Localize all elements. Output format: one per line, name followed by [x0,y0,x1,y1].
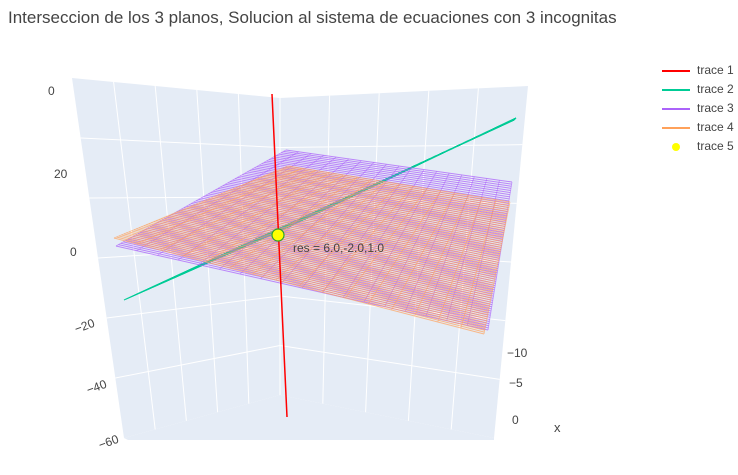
mesh-line [136,167,303,245]
legend-label: trace 4 [697,120,734,134]
grid-line [89,196,281,199]
mesh-line [183,172,330,257]
legend-label: trace 5 [697,139,734,153]
x-axis-title: x [554,420,561,435]
mesh-line [298,183,400,287]
legend-label: trace 1 [697,63,734,77]
legend-swatch-line [662,127,690,129]
legend-label: trace 3 [697,101,734,115]
scene-floor [124,395,494,440]
mesh-line [206,174,344,263]
chart-title: Interseccion de los 3 planos, Solucion a… [8,8,617,27]
mesh-line [368,190,441,305]
x-tick-label: 0 [512,413,519,427]
solution-point [271,228,285,242]
legend-swatch-line [662,108,690,110]
z-tick-label: −60 [97,432,121,452]
mesh-line [391,192,455,311]
mesh-line [321,185,414,293]
z-tick-label: 0 [70,245,77,259]
mesh-line [437,197,483,323]
mesh-line [115,149,287,247]
solution-annotation: res = 6.0,-2.0,1.0 [293,241,384,255]
grid-line [279,345,500,380]
mesh-line [160,170,316,251]
mesh-line [344,188,428,299]
z-tick-label: −20 [73,316,97,336]
z-tick-label: −40 [85,377,109,397]
grid-line [113,81,156,430]
legend-swatch-line [662,89,690,91]
legend-swatch-marker [672,143,680,151]
x-tick-label: −10 [507,346,528,360]
grid-line [106,295,281,319]
legend-swatch-line [662,70,690,72]
plane-trace-4 [113,165,511,335]
x-tick-label: −5 [509,376,523,390]
grid-line [80,137,281,148]
mesh-line [487,181,513,331]
mesh-line [460,199,497,329]
mesh-line [483,201,511,335]
grid-line [154,85,187,421]
mesh-line [414,195,469,317]
line-trace-1 [271,93,288,418]
legend-label: trace 2 [697,82,734,96]
grid-line [115,345,281,379]
mesh-line [474,129,493,139]
grid-line [279,144,523,148]
mesh-line [513,117,517,121]
z-tick-label: 0 [48,84,55,98]
mesh-line [435,140,469,157]
mesh-line [275,181,386,281]
mesh-line [113,165,289,239]
mesh-line [229,176,358,269]
z-tick-label: 20 [54,167,68,181]
mesh-line [252,179,372,275]
mesh-line [177,155,324,261]
